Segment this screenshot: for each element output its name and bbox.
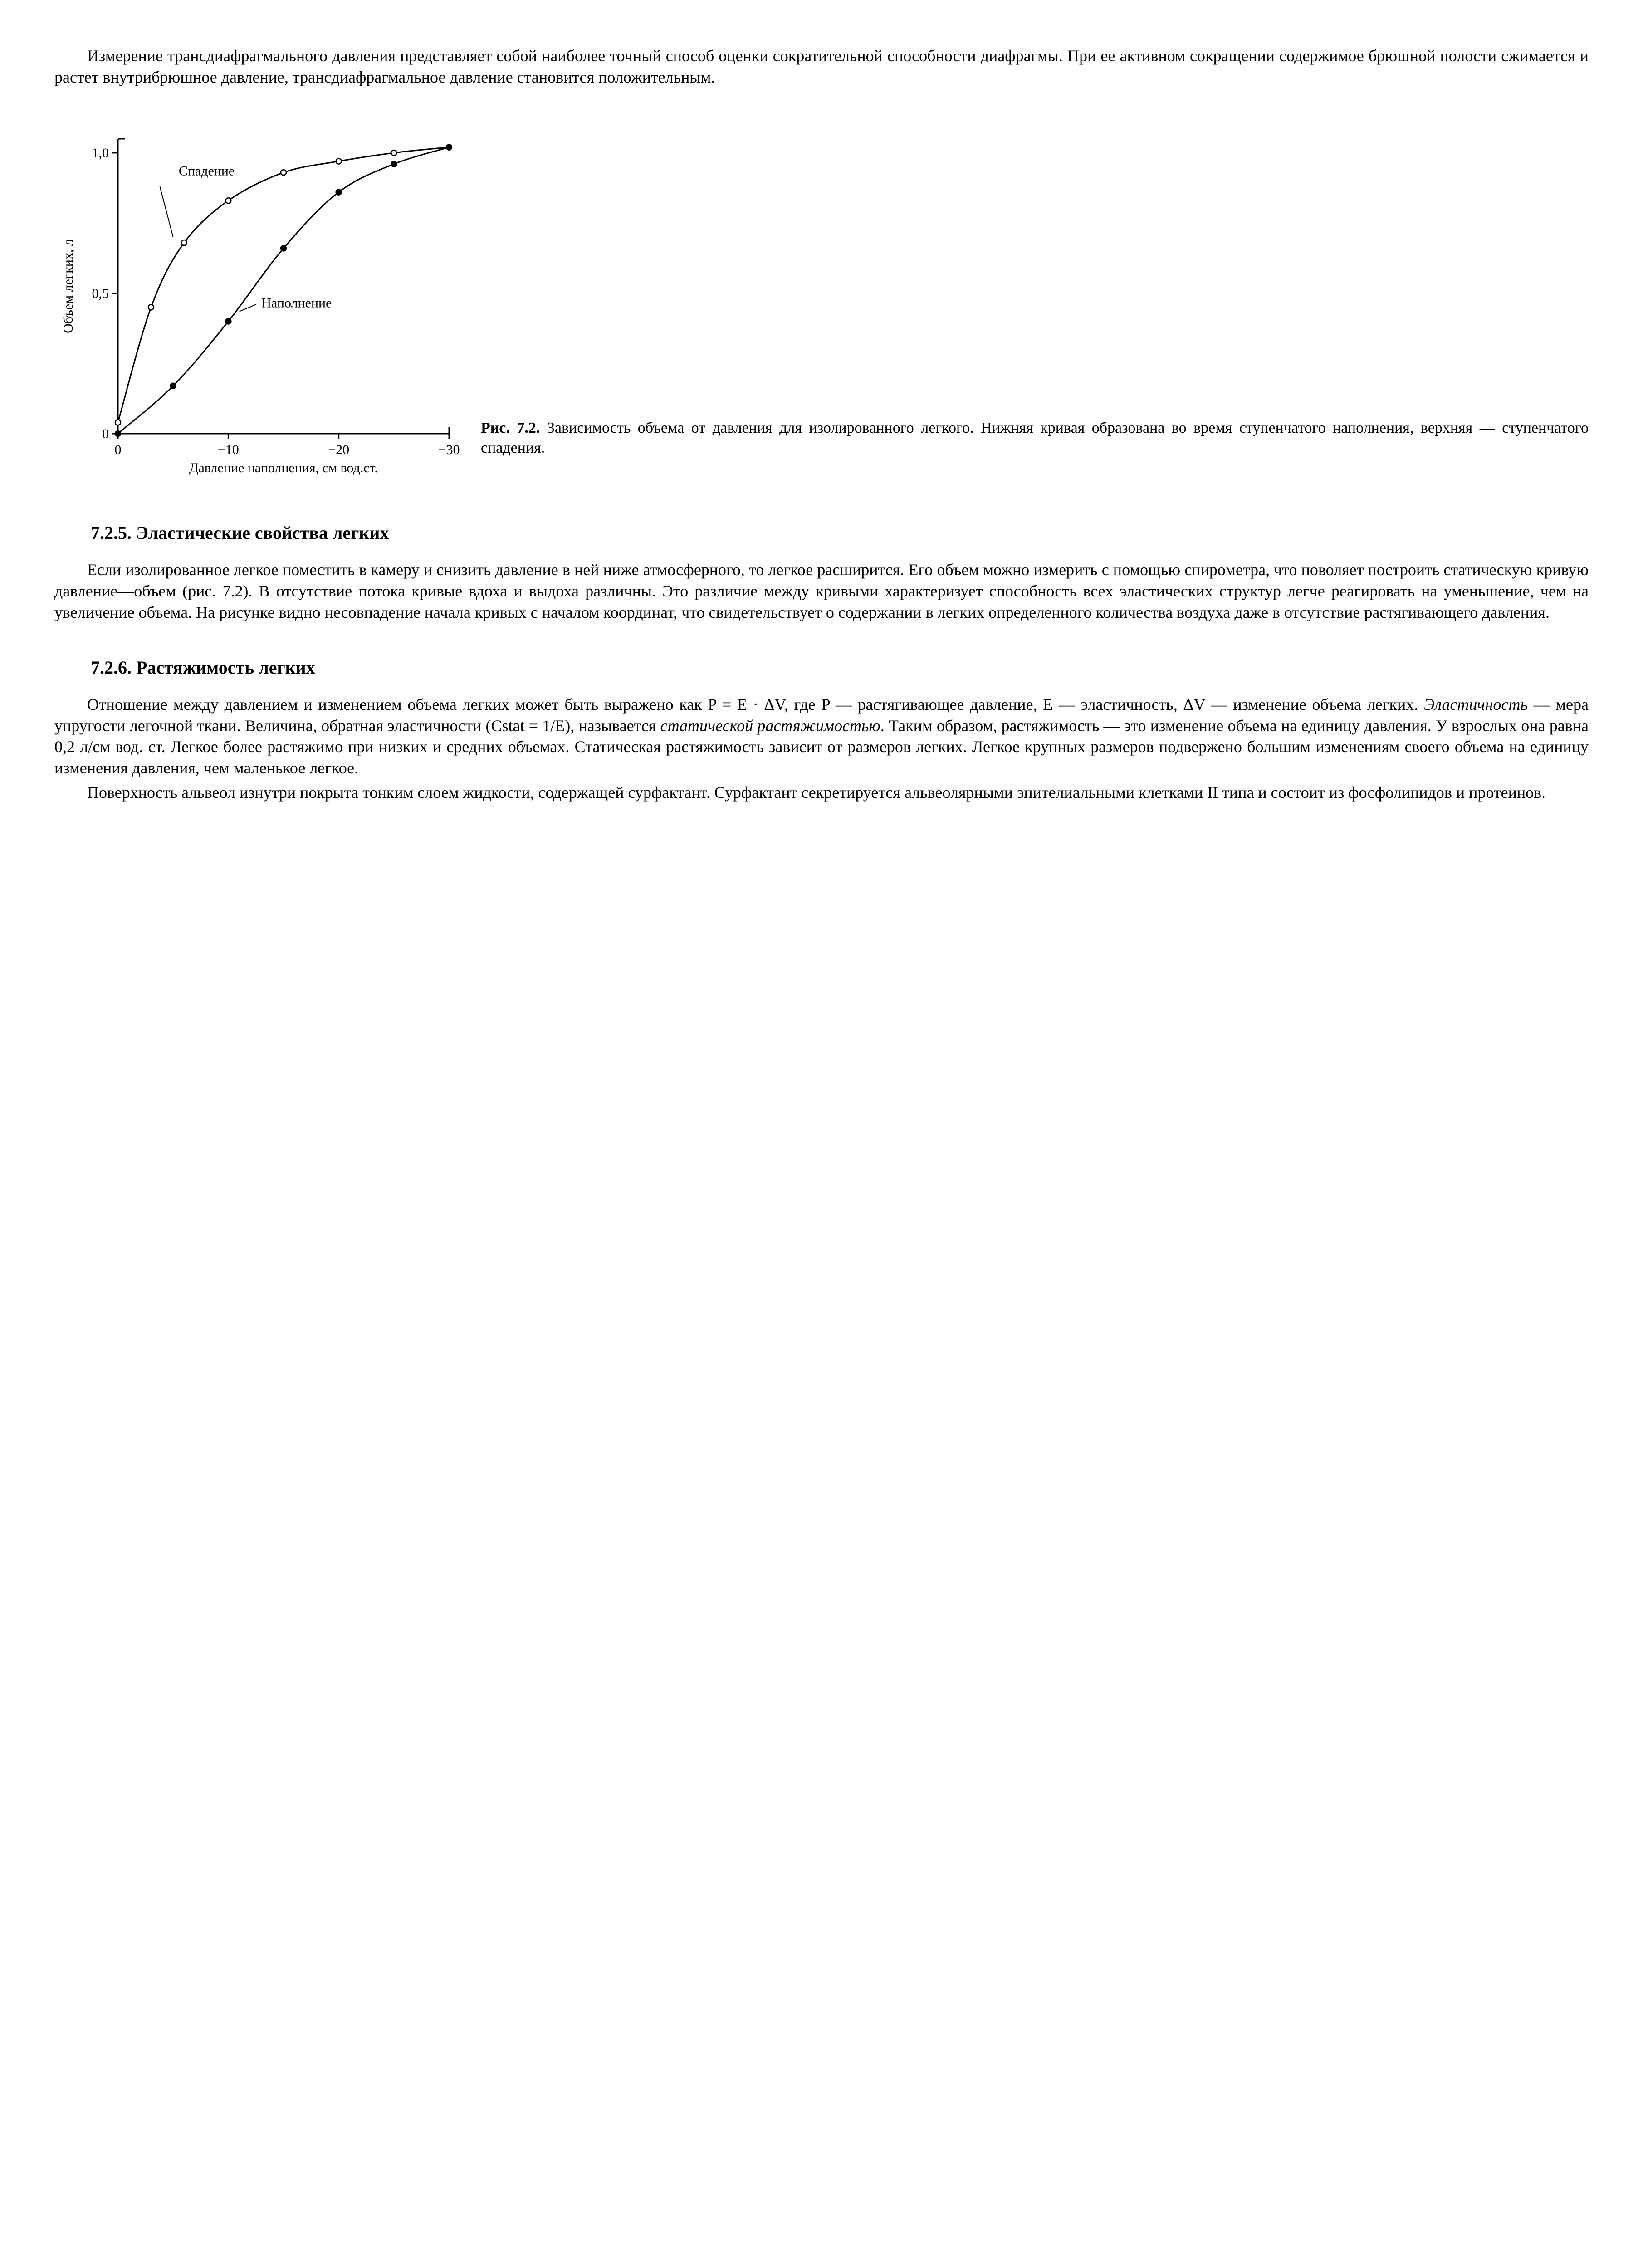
svg-text:Спадение: Спадение [179, 163, 235, 178]
figure-caption-text: Зависимость объема от давления для изоли… [481, 420, 1589, 456]
figure-7-2-chart: 0 −10 −20 −30 0 0,5 1,0 Давление наполнения, см… [54, 121, 463, 489]
text-run-italic: Эластичность [1424, 695, 1528, 714]
paragraph-7-2-5: Если изолированное легкое поместить в ка… [54, 559, 1589, 623]
svg-text:0,5: 0,5 [92, 286, 109, 301]
figure-7-2-caption: Рис. 7.2. Зависимость объема от давления… [481, 418, 1589, 485]
svg-text:Давление наполнения, см вод.ст: Давление наполнения, см вод.ст. [189, 460, 378, 475]
heading-7-2-5: 7.2.5. Эластические свойства легких [91, 521, 1589, 545]
svg-text:1,0: 1,0 [92, 146, 109, 161]
paragraph-7-2-6a: Отношение между давлением и изменением о… [54, 694, 1589, 779]
text-run: Отношение между давлением и изменением о… [87, 695, 1424, 714]
svg-text:Объем легких, л: Объем легких, л [61, 239, 76, 333]
paragraph-7-2-6b: Поверхность альвеол изнутри покрыта тонк… [54, 782, 1589, 803]
svg-text:−30: −30 [439, 442, 460, 457]
figure-caption-prefix: Рис. 7.2. [481, 420, 540, 436]
svg-text:−20: −20 [328, 442, 349, 457]
svg-text:−10: −10 [218, 442, 239, 457]
paragraph-1: Измерение трансдиафрагмального давления … [54, 45, 1589, 88]
text-run-italic: статической растяжимостью [660, 717, 880, 735]
svg-text:0: 0 [102, 426, 109, 441]
figure-7-2-block: 0 −10 −20 −30 0 0,5 1,0 Давление наполнения, см… [54, 121, 1589, 489]
svg-text:0: 0 [115, 442, 122, 457]
svg-text:Наполнение: Наполнение [261, 295, 332, 310]
heading-7-2-6: 7.2.6. Растяжимость легких [91, 656, 1589, 679]
